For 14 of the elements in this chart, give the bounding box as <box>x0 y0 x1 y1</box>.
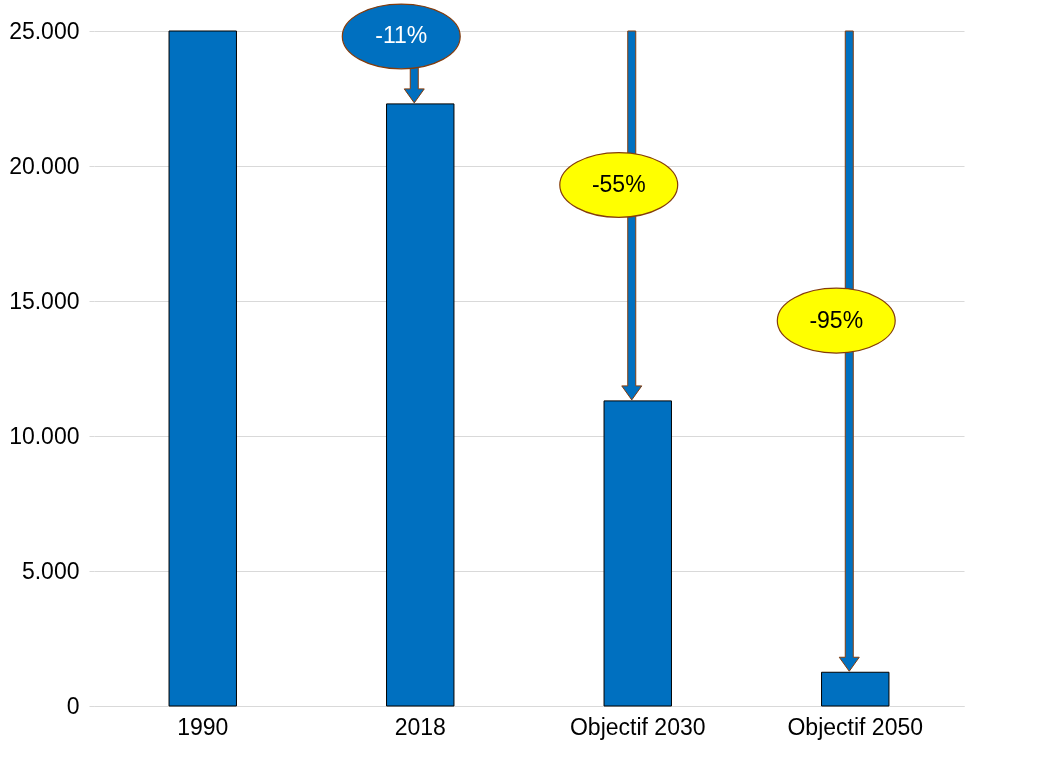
annotation: -55% <box>591 170 646 197</box>
x-tick-label: 1990 <box>177 713 229 740</box>
x-tick-label: 2018 <box>394 713 446 740</box>
annotation: -95% <box>809 306 864 333</box>
y-tick-label: 20.000 <box>9 152 80 179</box>
x-tick-label: Objectif 2050 <box>787 713 924 740</box>
y-tick-label: 25.000 <box>9 17 80 44</box>
y-tick-label: 15.000 <box>9 287 80 314</box>
y-tick-label: 5.000 <box>21 557 80 584</box>
y-tick-label: 10.000 <box>9 422 80 449</box>
bar <box>168 30 237 707</box>
y-tick-label: 0 <box>66 692 80 719</box>
annotation: -11% <box>375 22 428 49</box>
x-tick-label: Objectif 2030 <box>569 713 706 740</box>
